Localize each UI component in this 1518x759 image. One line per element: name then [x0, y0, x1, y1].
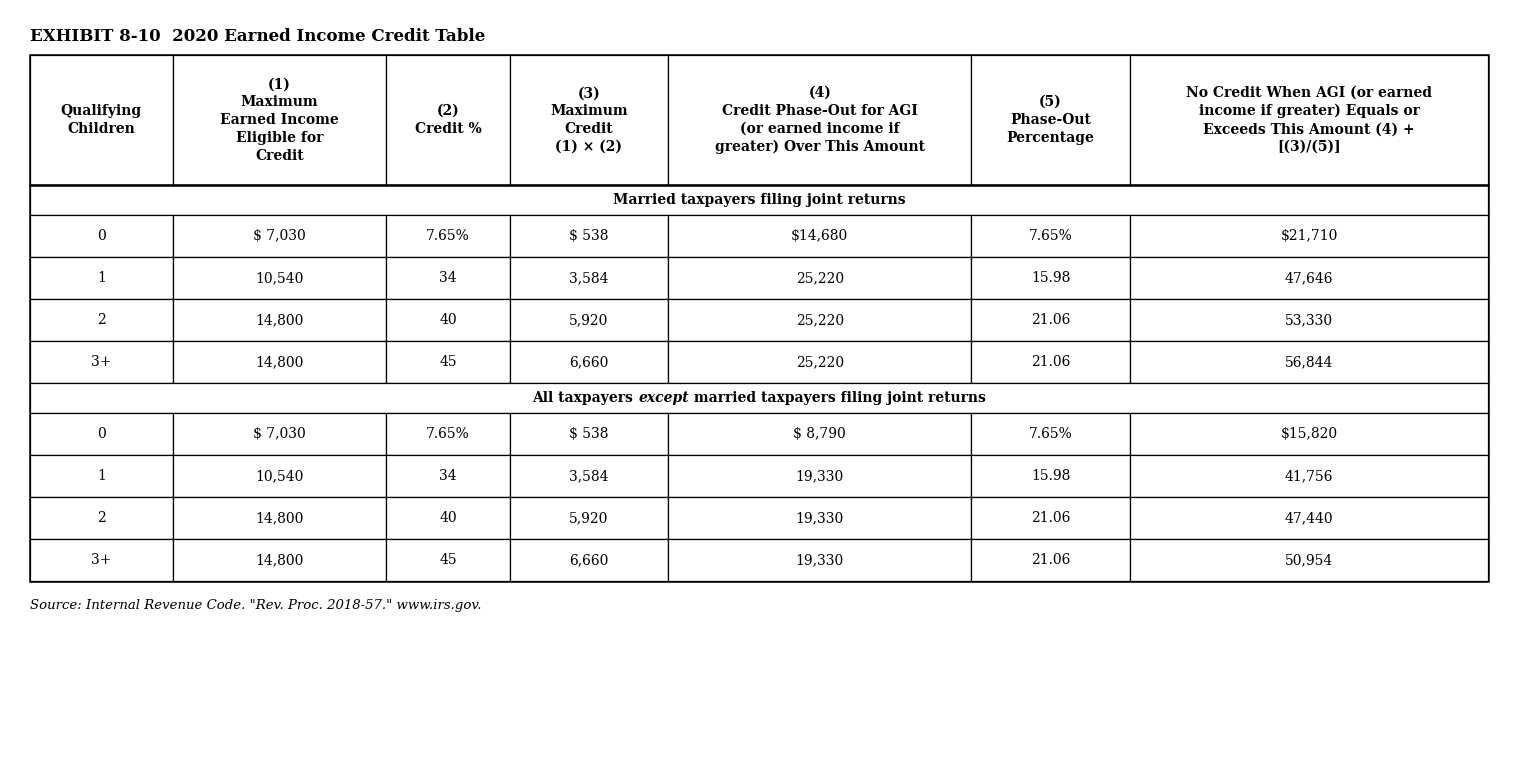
Text: 56,844: 56,844: [1284, 355, 1333, 369]
Bar: [173, 299, 387, 341]
Bar: [30, 413, 173, 455]
Text: 3+: 3+: [91, 355, 111, 369]
Text: 10,540: 10,540: [255, 469, 304, 483]
Bar: [387, 299, 510, 341]
Bar: [30, 539, 173, 581]
Text: EXHIBIT 8-10  2020 Earned Income Credit Table: EXHIBIT 8-10 2020 Earned Income Credit T…: [30, 28, 486, 45]
Text: 14,800: 14,800: [255, 553, 304, 567]
Text: $ 7,030: $ 7,030: [254, 427, 305, 441]
Text: (3)
Maximum
Credit
(1) × (2): (3) Maximum Credit (1) × (2): [550, 87, 628, 154]
Bar: [668, 299, 972, 341]
Text: 47,646: 47,646: [1284, 271, 1333, 285]
Bar: [387, 257, 510, 299]
Bar: [30, 383, 1488, 413]
Text: $15,820: $15,820: [1280, 427, 1337, 441]
Text: 45: 45: [439, 355, 457, 369]
Bar: [972, 215, 1129, 257]
Text: 34: 34: [439, 469, 457, 483]
Text: $21,710: $21,710: [1280, 229, 1337, 243]
Bar: [30, 497, 173, 539]
Bar: [30, 215, 173, 257]
Bar: [510, 413, 668, 455]
Bar: [1129, 55, 1488, 185]
Text: 0: 0: [97, 427, 106, 441]
Text: $ 7,030: $ 7,030: [254, 229, 305, 243]
Text: 19,330: 19,330: [795, 553, 844, 567]
Bar: [30, 455, 173, 497]
Text: 6,660: 6,660: [569, 553, 609, 567]
Bar: [173, 497, 387, 539]
Text: 2: 2: [97, 511, 106, 525]
Text: 14,800: 14,800: [255, 355, 304, 369]
Text: (2)
Credit %: (2) Credit %: [414, 104, 481, 136]
Bar: [972, 497, 1129, 539]
Text: married taxpayers filing joint returns: married taxpayers filing joint returns: [689, 391, 985, 405]
Text: 40: 40: [439, 313, 457, 327]
Text: 34: 34: [439, 271, 457, 285]
Bar: [173, 257, 387, 299]
Bar: [972, 455, 1129, 497]
Text: 45: 45: [439, 553, 457, 567]
Bar: [668, 55, 972, 185]
Bar: [30, 55, 173, 185]
Text: $ 538: $ 538: [569, 229, 609, 243]
Bar: [668, 341, 972, 383]
Bar: [510, 55, 668, 185]
Bar: [972, 55, 1129, 185]
Bar: [173, 341, 387, 383]
Bar: [510, 539, 668, 581]
Text: except: except: [638, 391, 689, 405]
Bar: [972, 257, 1129, 299]
Bar: [173, 539, 387, 581]
Text: 1: 1: [97, 271, 106, 285]
Text: 7.65%: 7.65%: [427, 229, 471, 243]
Bar: [173, 455, 387, 497]
Text: 3,584: 3,584: [569, 271, 609, 285]
Bar: [30, 257, 173, 299]
Bar: [972, 539, 1129, 581]
Bar: [1129, 455, 1488, 497]
Text: 25,220: 25,220: [795, 313, 844, 327]
Text: No Credit When AGI (or earned
income if greater) Equals or
Exceeds This Amount (: No Credit When AGI (or earned income if …: [1186, 86, 1431, 154]
Bar: [387, 215, 510, 257]
Text: 3,584: 3,584: [569, 469, 609, 483]
Text: 0: 0: [97, 229, 106, 243]
Bar: [510, 341, 668, 383]
Bar: [668, 413, 972, 455]
Text: 47,440: 47,440: [1284, 511, 1333, 525]
Text: 15.98: 15.98: [1031, 271, 1070, 285]
Text: Qualifying
Children: Qualifying Children: [61, 104, 141, 136]
Bar: [1129, 341, 1488, 383]
Bar: [387, 55, 510, 185]
Bar: [30, 185, 1488, 215]
Text: 19,330: 19,330: [795, 469, 844, 483]
Bar: [668, 257, 972, 299]
Text: 21.06: 21.06: [1031, 355, 1070, 369]
Text: (5)
Phase-Out
Percentage: (5) Phase-Out Percentage: [1006, 95, 1094, 145]
Text: 25,220: 25,220: [795, 271, 844, 285]
Text: 6,660: 6,660: [569, 355, 609, 369]
Text: 19,330: 19,330: [795, 511, 844, 525]
Text: 7.65%: 7.65%: [427, 427, 471, 441]
Text: 41,756: 41,756: [1284, 469, 1333, 483]
Bar: [668, 215, 972, 257]
Bar: [510, 497, 668, 539]
Bar: [30, 55, 1488, 581]
Text: All taxpayers: All taxpayers: [533, 391, 638, 405]
Text: 53,330: 53,330: [1284, 313, 1333, 327]
Text: 5,920: 5,920: [569, 511, 609, 525]
Text: 3+: 3+: [91, 553, 111, 567]
Bar: [1129, 539, 1488, 581]
Bar: [510, 257, 668, 299]
Bar: [387, 341, 510, 383]
Text: 21.06: 21.06: [1031, 313, 1070, 327]
Bar: [668, 497, 972, 539]
Bar: [173, 55, 387, 185]
Text: 1: 1: [97, 469, 106, 483]
Bar: [30, 341, 173, 383]
Text: $ 538: $ 538: [569, 427, 609, 441]
Bar: [1129, 257, 1488, 299]
Bar: [1129, 215, 1488, 257]
Text: 7.65%: 7.65%: [1029, 427, 1073, 441]
Text: $ 8,790: $ 8,790: [794, 427, 846, 441]
